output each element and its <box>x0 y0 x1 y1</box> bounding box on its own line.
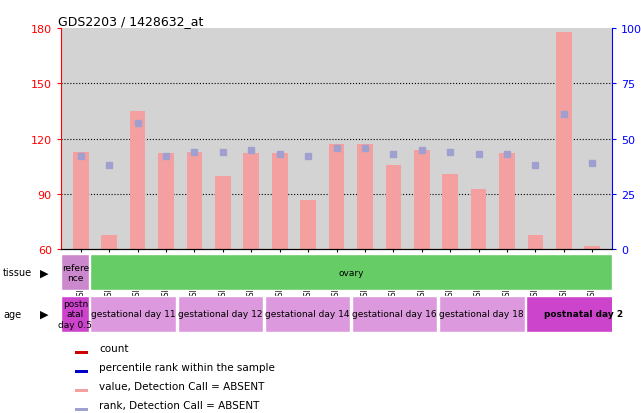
Bar <box>74 370 88 373</box>
Text: tissue: tissue <box>3 268 32 278</box>
Text: count: count <box>99 343 129 353</box>
Bar <box>357 145 373 250</box>
Bar <box>438 296 524 332</box>
Bar <box>73 152 88 250</box>
Bar <box>244 154 259 250</box>
Bar <box>272 154 288 250</box>
Text: age: age <box>3 309 21 319</box>
Bar <box>158 154 174 250</box>
Bar <box>187 152 203 250</box>
Bar <box>329 145 344 250</box>
Bar <box>178 296 263 332</box>
Bar <box>470 189 487 250</box>
Bar <box>90 296 176 332</box>
Bar <box>526 296 640 332</box>
Text: gestational day 18: gestational day 18 <box>439 309 524 318</box>
Bar <box>300 200 316 250</box>
Text: refere
nce: refere nce <box>62 263 89 282</box>
Text: ovary: ovary <box>338 268 364 277</box>
Text: postnatal day 2: postnatal day 2 <box>544 309 622 318</box>
Text: postn
atal
day 0.5: postn atal day 0.5 <box>58 299 92 329</box>
Bar <box>129 112 146 250</box>
Text: percentile rank within the sample: percentile rank within the sample <box>99 362 275 372</box>
Bar <box>556 33 572 250</box>
Text: gestational day 14: gestational day 14 <box>265 309 350 318</box>
Bar <box>385 165 401 250</box>
Bar <box>74 389 88 392</box>
Text: ▶: ▶ <box>40 309 48 319</box>
Bar <box>442 174 458 250</box>
Text: gestational day 11: gestational day 11 <box>91 309 176 318</box>
Bar <box>265 296 351 332</box>
Text: ▶: ▶ <box>40 268 48 278</box>
Text: gestational day 12: gestational day 12 <box>178 309 263 318</box>
Text: rank, Detection Call = ABSENT: rank, Detection Call = ABSENT <box>99 400 260 411</box>
Bar <box>499 154 515 250</box>
Bar <box>352 296 438 332</box>
Text: value, Detection Call = ABSENT: value, Detection Call = ABSENT <box>99 381 264 391</box>
Bar <box>62 296 89 332</box>
Bar <box>62 255 89 290</box>
Bar <box>215 176 231 250</box>
Bar <box>74 408 88 411</box>
Text: GDS2203 / 1428632_at: GDS2203 / 1428632_at <box>58 15 203 28</box>
Bar <box>414 150 429 250</box>
Bar <box>74 351 88 354</box>
Text: gestational day 16: gestational day 16 <box>353 309 437 318</box>
Bar <box>585 246 600 250</box>
Bar <box>528 235 543 250</box>
Bar <box>101 235 117 250</box>
